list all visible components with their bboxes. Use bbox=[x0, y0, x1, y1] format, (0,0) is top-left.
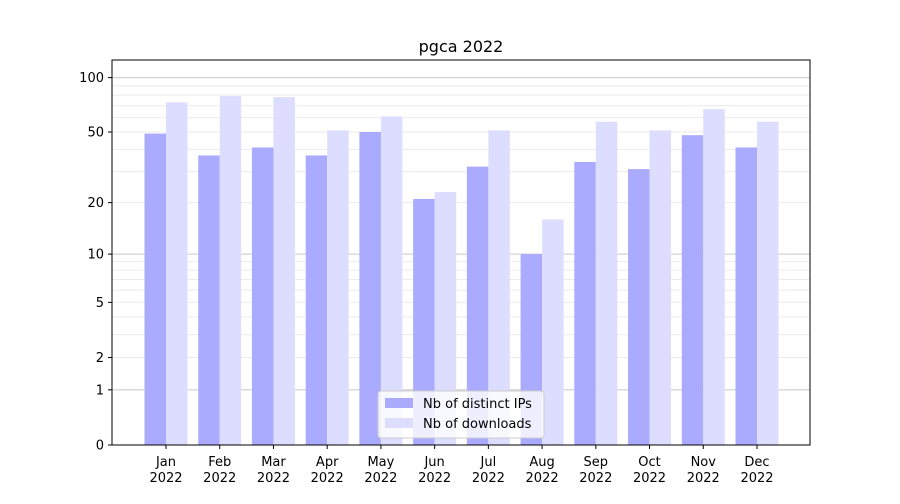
x-tick-label: Feb bbox=[208, 455, 231, 470]
bar-downloads-5 bbox=[434, 192, 457, 445]
y-tick-label: 20 bbox=[87, 196, 104, 211]
bar-ips-2 bbox=[251, 147, 274, 445]
bar-downloads-4 bbox=[380, 116, 403, 446]
bar-downloads-2 bbox=[273, 97, 295, 446]
bar-downloads-9 bbox=[649, 130, 672, 445]
x-tick-label: 2022 bbox=[149, 471, 182, 486]
bar-ips-4 bbox=[359, 132, 381, 445]
axes-frame bbox=[111, 59, 811, 446]
y-tick-label: 50 bbox=[87, 126, 104, 141]
x-tick-label: 2022 bbox=[203, 471, 236, 486]
y-tick-label: 1 bbox=[96, 383, 104, 398]
x-tick-label: 2022 bbox=[526, 471, 559, 486]
x-tick-label: 2022 bbox=[633, 471, 666, 486]
y-tick-label: 5 bbox=[96, 296, 104, 311]
x-tick-label: 2022 bbox=[472, 471, 505, 486]
legend-box bbox=[377, 390, 545, 439]
y-tick-label: 0 bbox=[96, 439, 104, 454]
bar-ips-10 bbox=[681, 135, 704, 445]
x-tick-label: Aug bbox=[529, 455, 554, 470]
bar-ips-8 bbox=[574, 161, 596, 445]
bar-ips-1 bbox=[198, 155, 220, 445]
x-tick-label: 2022 bbox=[418, 471, 451, 486]
legend-label: Nb of downloads bbox=[423, 417, 532, 432]
x-tick-label: Jun bbox=[423, 455, 444, 470]
bar-downloads-11 bbox=[757, 121, 779, 446]
x-tick-label: Nov bbox=[691, 455, 717, 470]
y-tick-label: 10 bbox=[87, 248, 104, 263]
x-tick-label: Dec bbox=[744, 455, 769, 470]
x-tick-label: Oct bbox=[638, 455, 660, 470]
y-tick-label: 100 bbox=[79, 71, 104, 86]
bar-ips-9 bbox=[628, 169, 650, 445]
bar-ips-3 bbox=[305, 155, 328, 445]
bar-ips-5 bbox=[413, 198, 435, 445]
x-tick-label: 2022 bbox=[740, 471, 773, 486]
x-tick-label: Jan bbox=[155, 455, 176, 470]
bar-downloads-3 bbox=[327, 130, 349, 445]
x-tick-label: Apr bbox=[316, 455, 339, 470]
bar-downloads-8 bbox=[595, 121, 618, 446]
legend-label: Nb of distinct IPs bbox=[423, 397, 532, 412]
x-tick-label: 2022 bbox=[311, 471, 344, 486]
bar-downloads-1 bbox=[219, 96, 242, 445]
x-tick-label: 2022 bbox=[687, 471, 720, 486]
bar-ips-6 bbox=[466, 166, 489, 446]
y-tick-label: 2 bbox=[96, 351, 104, 366]
legend: Nb of distinct IPs Nb of downloads bbox=[377, 390, 545, 439]
x-tick-label: Sep bbox=[584, 455, 609, 470]
bar-ips-0 bbox=[144, 133, 166, 445]
bar-downloads-7 bbox=[542, 219, 564, 445]
legend-swatch bbox=[385, 418, 413, 428]
bar-ips-11 bbox=[735, 147, 757, 445]
bar-downloads-10 bbox=[703, 109, 725, 445]
bar-downloads-0 bbox=[166, 102, 188, 446]
x-tick-label: May bbox=[367, 455, 394, 470]
x-tick-label: 2022 bbox=[364, 471, 397, 486]
chart-title: pgca 2022 bbox=[419, 37, 504, 56]
bar-downloads-6 bbox=[488, 130, 510, 445]
legend-swatch bbox=[385, 398, 413, 408]
x-tick-label: 2022 bbox=[579, 471, 612, 486]
x-tick-label: Mar bbox=[261, 455, 286, 470]
x-tick-label: Jul bbox=[480, 455, 497, 470]
x-tick-label: 2022 bbox=[257, 471, 290, 486]
